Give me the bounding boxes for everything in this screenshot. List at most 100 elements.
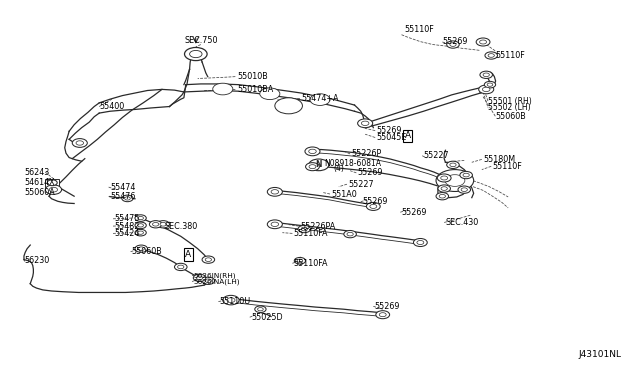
Text: 55110FA: 55110FA: [294, 259, 328, 268]
Circle shape: [484, 81, 495, 88]
Text: 55110F: 55110F: [404, 25, 435, 35]
Circle shape: [438, 185, 451, 192]
Circle shape: [460, 171, 472, 179]
Text: 54614X: 54614X: [24, 178, 54, 187]
Circle shape: [157, 221, 170, 228]
Circle shape: [175, 263, 187, 270]
Circle shape: [138, 247, 145, 250]
Circle shape: [480, 71, 493, 78]
Text: 55010BA: 55010BA: [237, 85, 273, 94]
Circle shape: [301, 227, 307, 231]
Circle shape: [202, 277, 214, 285]
Circle shape: [308, 149, 316, 154]
Circle shape: [436, 170, 474, 192]
Text: 55110F: 55110F: [495, 51, 525, 60]
Text: 55227: 55227: [348, 180, 374, 189]
Circle shape: [135, 230, 147, 236]
Circle shape: [437, 174, 451, 182]
Text: 55226PA: 55226PA: [300, 222, 335, 231]
Text: N: N: [316, 160, 322, 169]
Circle shape: [488, 54, 494, 57]
Text: J43101NL: J43101NL: [578, 350, 621, 359]
Circle shape: [189, 51, 202, 58]
Text: 55482: 55482: [115, 222, 140, 231]
Text: 56243: 56243: [24, 168, 49, 177]
Circle shape: [138, 224, 143, 227]
Text: 55269: 55269: [401, 208, 427, 217]
Text: 55010B: 55010B: [237, 72, 268, 81]
Text: 55110FA: 55110FA: [294, 229, 328, 238]
Circle shape: [268, 220, 282, 229]
Circle shape: [212, 83, 233, 95]
Text: 55045E: 55045E: [376, 133, 407, 142]
Text: 55025D: 55025D: [251, 313, 283, 322]
Text: SEC.750: SEC.750: [184, 36, 218, 45]
Circle shape: [436, 193, 449, 200]
Text: 55180M: 55180M: [483, 155, 515, 164]
Circle shape: [305, 163, 319, 171]
Circle shape: [485, 52, 497, 59]
Circle shape: [362, 121, 369, 125]
Text: (4): (4): [334, 164, 345, 173]
Text: 55269: 55269: [442, 38, 468, 46]
Text: 56230: 56230: [24, 256, 49, 265]
Circle shape: [305, 147, 320, 156]
Text: SEC.380: SEC.380: [164, 222, 198, 231]
Text: 5626INA(LH): 5626INA(LH): [193, 278, 240, 285]
Circle shape: [205, 258, 211, 262]
Text: 55227: 55227: [424, 151, 449, 160]
Circle shape: [463, 173, 469, 177]
Circle shape: [257, 308, 263, 311]
Circle shape: [275, 98, 303, 114]
Circle shape: [344, 231, 356, 238]
Circle shape: [152, 222, 159, 226]
Text: SEC.430: SEC.430: [445, 218, 479, 227]
Text: 55476: 55476: [110, 192, 135, 201]
Circle shape: [380, 313, 386, 317]
Circle shape: [441, 187, 447, 190]
Circle shape: [450, 163, 456, 167]
Circle shape: [476, 38, 490, 46]
Circle shape: [447, 161, 460, 169]
Text: 55269: 55269: [362, 197, 388, 206]
Circle shape: [479, 85, 493, 94]
Circle shape: [370, 204, 377, 208]
Circle shape: [223, 295, 239, 305]
Circle shape: [271, 190, 278, 194]
Text: 55502 (LH): 55502 (LH): [488, 103, 531, 112]
Circle shape: [193, 274, 206, 282]
Text: 55110U: 55110U: [220, 297, 251, 306]
Circle shape: [47, 180, 57, 186]
Text: 55501 (RH): 55501 (RH): [488, 97, 532, 106]
Text: 55400: 55400: [99, 102, 124, 111]
Text: 55110F: 55110F: [493, 162, 522, 171]
Circle shape: [450, 43, 456, 46]
Circle shape: [445, 175, 465, 186]
Circle shape: [441, 176, 447, 180]
Text: 55060B: 55060B: [495, 112, 526, 121]
Circle shape: [308, 159, 329, 171]
Circle shape: [458, 186, 470, 193]
Circle shape: [483, 87, 490, 92]
Circle shape: [447, 41, 460, 48]
Circle shape: [138, 231, 143, 234]
Bar: [45, 179, 59, 187]
Circle shape: [135, 245, 148, 252]
Text: 55269: 55269: [358, 169, 383, 177]
Circle shape: [417, 241, 424, 244]
Circle shape: [196, 276, 203, 280]
Circle shape: [358, 119, 372, 128]
Text: 55475: 55475: [115, 214, 140, 223]
Circle shape: [135, 215, 147, 221]
Circle shape: [310, 94, 330, 105]
Circle shape: [376, 311, 390, 319]
Circle shape: [483, 73, 490, 77]
Circle shape: [294, 257, 305, 264]
Circle shape: [309, 165, 316, 169]
Circle shape: [347, 232, 353, 236]
Text: 55226P: 55226P: [351, 150, 381, 158]
Circle shape: [268, 187, 282, 196]
Circle shape: [260, 88, 280, 100]
Circle shape: [138, 217, 143, 220]
Circle shape: [135, 222, 147, 229]
